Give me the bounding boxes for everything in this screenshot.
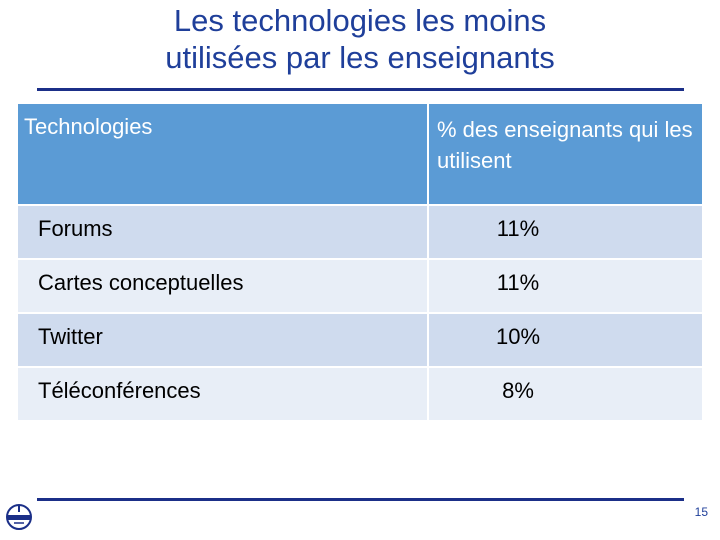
page-number: 15	[694, 505, 708, 519]
table-row: Forums 11%	[18, 204, 702, 259]
percent-cell: 10%	[428, 312, 702, 367]
table-header-row: Technologies % des enseignants qui les u…	[18, 104, 702, 205]
technology-name: Forums	[38, 216, 113, 241]
technology-name: Twitter	[38, 324, 103, 349]
percent-value: 10%	[495, 324, 541, 349]
technology-name: Cartes conceptuelles	[38, 270, 244, 295]
technology-name: Téléconférences	[38, 378, 201, 403]
table-row: Cartes conceptuelles 11%	[18, 258, 702, 313]
percent-cell: 8%	[428, 366, 702, 420]
technology-cell: Téléconférences	[18, 366, 429, 420]
title-line-2: utilisées par les enseignants	[165, 40, 555, 75]
technologies-table: Technologies % des enseignants qui les u…	[18, 104, 702, 420]
technology-cell: Forums	[18, 204, 429, 259]
title-line-1: Les technologies les moins	[173, 3, 547, 38]
header-percent: % des enseignants qui les utilisent	[428, 104, 702, 205]
header-technologies: Technologies	[18, 104, 429, 205]
organization-logo-icon	[6, 504, 32, 530]
table-row: Twitter 10%	[18, 312, 702, 367]
slide-title: Les technologies les moins utilisées par…	[0, 2, 720, 76]
technology-cell: Cartes conceptuelles	[18, 258, 429, 313]
footer-divider	[37, 498, 684, 501]
percent-value: 11%	[496, 270, 540, 295]
title-divider	[37, 88, 684, 91]
table-row: Téléconférences 8%	[18, 366, 702, 420]
percent-value: 8%	[502, 378, 534, 403]
percent-value: 11%	[496, 216, 540, 241]
percent-cell: 11%	[428, 204, 702, 259]
percent-cell: 11%	[428, 258, 702, 313]
technology-cell: Twitter	[18, 312, 429, 367]
